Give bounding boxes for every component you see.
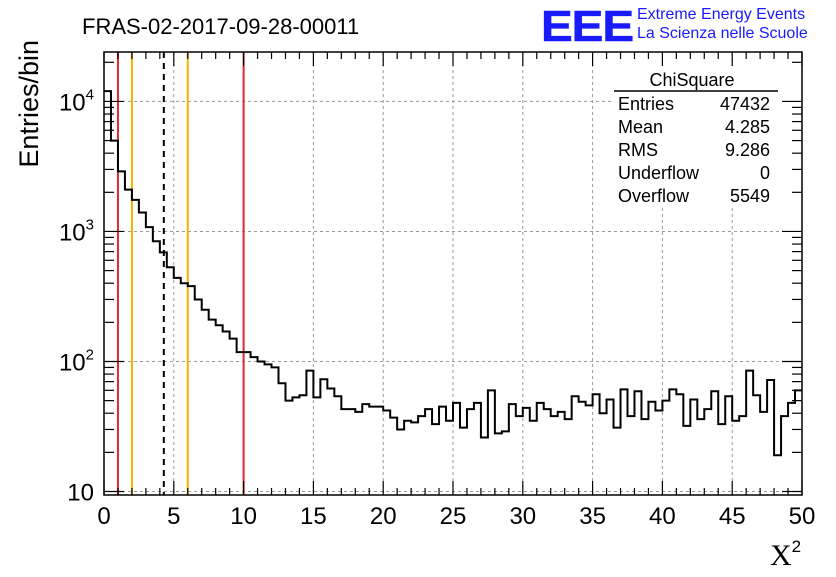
x-tick-label: 20 bbox=[370, 503, 397, 530]
x-tick-label: 5 bbox=[167, 503, 180, 530]
y-axis-label: Entries/bin bbox=[14, 40, 44, 168]
logo-line-2: La Scienza nelle Scuole bbox=[637, 25, 808, 42]
x-tick-label: 35 bbox=[579, 503, 606, 530]
x-axis-label-superscript: 2 bbox=[792, 537, 801, 556]
stats-row-value: 9.286 bbox=[725, 140, 770, 160]
logo-mark: EEE bbox=[541, 2, 633, 51]
stats-box-rows: Entries 47432 Mean 4.285 RMS 9.286 Underflow 0 O… bbox=[618, 94, 770, 206]
y-tick-label-base: 10 bbox=[59, 349, 86, 376]
y-tick-label-exponent: 3 bbox=[86, 216, 94, 233]
y-tick-label-base: 10 bbox=[59, 219, 86, 246]
x-tick-label: 30 bbox=[509, 503, 536, 530]
axis-ticks bbox=[103, 52, 803, 495]
threshold-lines bbox=[116, 52, 245, 495]
stats-row-label: Mean bbox=[618, 117, 663, 137]
x-axis-label-base: X bbox=[770, 539, 792, 572]
x-tick-label: 10 bbox=[230, 503, 257, 530]
y-tick-label: 102 bbox=[59, 346, 94, 376]
eee-logo: EEE Extreme Energy Events La Scienza nel… bbox=[541, 2, 808, 52]
stats-box-background bbox=[612, 66, 780, 208]
stats-row-value: 47432 bbox=[720, 94, 770, 114]
stats-row-label: Underflow bbox=[618, 163, 700, 183]
stats-box: ChiSquare Entries 47432 Mean 4.285 RMS 9.286 U… bbox=[612, 66, 780, 208]
x-tick-label: 45 bbox=[719, 503, 746, 530]
x-tick-label: 25 bbox=[440, 503, 467, 530]
y-tick-label-exponent: 2 bbox=[86, 346, 94, 363]
chart-title: FRAS-02-2017-09-28-00011 bbox=[82, 14, 359, 39]
stats-row-label: Overflow bbox=[618, 186, 690, 206]
y-tick-label-base: 10 bbox=[59, 89, 86, 116]
stats-row-label: RMS bbox=[618, 140, 658, 160]
y-tick-label: 103 bbox=[59, 216, 94, 246]
stats-row-label: Entries bbox=[618, 94, 674, 114]
y-tick-label-exponent: 4 bbox=[86, 86, 94, 103]
stats-row-value: 4.285 bbox=[725, 117, 770, 137]
stats-row-value: 0 bbox=[760, 163, 770, 183]
stats-row-value: 5549 bbox=[730, 186, 770, 206]
logo-line-1: Extreme Energy Events bbox=[637, 6, 805, 23]
stats-box-title: ChiSquare bbox=[649, 70, 734, 90]
x-axis-label: X2 bbox=[770, 537, 801, 572]
y-tick-label: 10 bbox=[67, 480, 94, 507]
y-tick-label-base: 10 bbox=[67, 480, 94, 507]
x-tick-label: 50 bbox=[789, 503, 816, 530]
histogram-series bbox=[104, 90, 802, 457]
x-tick-label: 15 bbox=[300, 503, 327, 530]
x-tick-label: 40 bbox=[649, 503, 676, 530]
y-tick-label: 104 bbox=[59, 86, 94, 116]
x-tick-label: 0 bbox=[97, 503, 110, 530]
